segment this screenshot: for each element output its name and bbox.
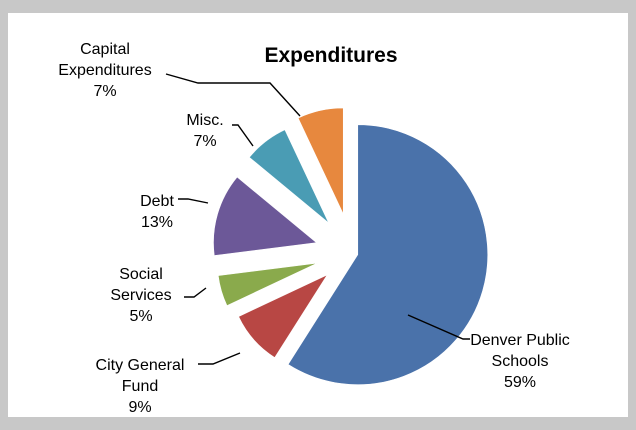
data-label-line: City General: [96, 357, 185, 374]
data-label-line: Misc.: [186, 112, 223, 129]
data-label-line: Fund: [122, 378, 158, 395]
pie-slice-capital-expenditures: [297, 107, 344, 215]
data-label-line: 13%: [141, 214, 173, 231]
data-label-line: 7%: [93, 83, 116, 100]
leader-line-denver-public-schools: [407, 314, 470, 340]
leader-lines: [165, 73, 470, 365]
data-label-line: Denver Public: [470, 332, 570, 349]
pie-slice-misc: [248, 129, 329, 224]
data-label-line: 59%: [504, 374, 536, 391]
chart-title: Expenditures: [264, 44, 397, 67]
data-label-line: 7%: [193, 133, 216, 150]
pie-slice-debt: [213, 176, 318, 256]
leader-line-misc: [232, 124, 254, 147]
pie-slice-city-general-fund: [238, 274, 329, 358]
data-label-line: Social: [119, 266, 163, 283]
leader-line-social-services: [184, 287, 207, 298]
data-label-line: Capital: [80, 41, 130, 58]
leader-line-city-general-fund: [198, 352, 241, 365]
pie-slice-denver-public-schools: [287, 124, 488, 385]
data-label-debt: Debt 13%: [140, 193, 174, 231]
data-label-line: Schools: [492, 353, 549, 370]
data-label-line: Expenditures: [58, 62, 151, 79]
data-label-city-general-fund: City General Fund 9%: [96, 357, 185, 416]
chart-frame: Expenditures Denver Public Schools 59% City…: [0, 0, 636, 417]
data-label-capital-expenditures: Capital Expenditures 7%: [58, 41, 151, 100]
data-label-misc: Misc. 7%: [186, 112, 223, 150]
leader-line-debt: [178, 198, 209, 204]
data-label-denver-public-schools: Denver Public Schools 59%: [470, 332, 570, 391]
data-label-line: Debt: [140, 193, 174, 210]
slice-labels: Denver Public Schools 59% City General Fund 9…: [58, 41, 570, 416]
data-label-line: 9%: [128, 399, 151, 416]
pie-slice-social-services: [217, 262, 318, 307]
data-label-social-services: Social Services 5%: [110, 266, 171, 325]
data-label-line: Services: [110, 287, 171, 304]
data-label-line: 5%: [129, 308, 152, 325]
leader-line-capital-expenditures: [165, 73, 301, 117]
pie-slices: [213, 107, 488, 385]
pie-chart: Expenditures Denver Public Schools 59% City…: [58, 41, 570, 416]
